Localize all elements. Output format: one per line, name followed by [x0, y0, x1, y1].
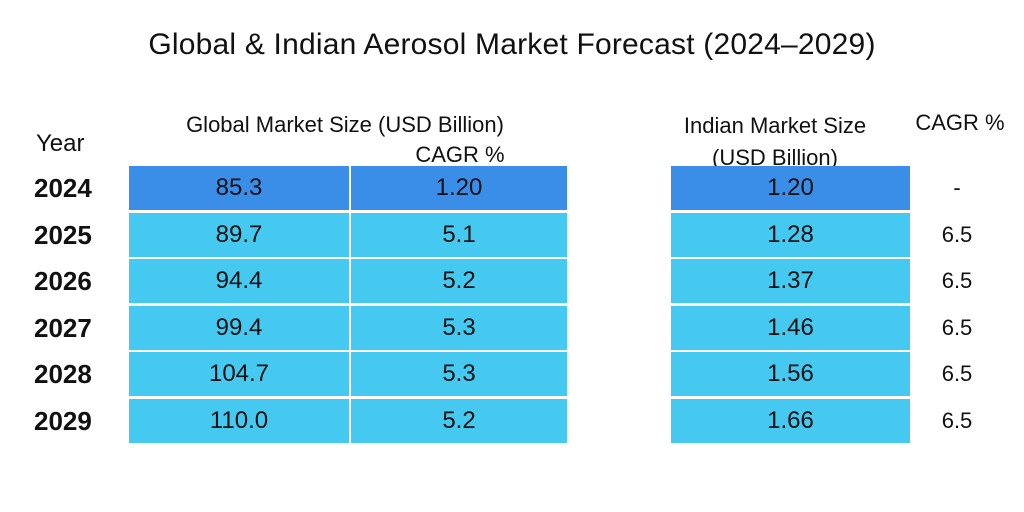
year-label: 2027 — [34, 313, 92, 343]
indian-size-cell: 1.37 — [671, 259, 910, 303]
global-cagr-cell: 5.1 — [351, 213, 567, 257]
indian-size-header-line1: Indian Market Size — [683, 113, 867, 138]
year-column-header: Year — [36, 130, 85, 157]
year-label: 2029 — [34, 406, 92, 436]
global-size-cell: 104.7 — [129, 352, 349, 396]
global-cagr-cell: 5.2 — [351, 399, 567, 443]
indian-cagr-cell: 6.5 — [941, 222, 973, 247]
indian-cagr-cell: 6.5 — [941, 408, 973, 433]
global-size-cell: 85.3 — [129, 166, 349, 210]
indian-size-column-header: Indian Market Size (USD Billion) — [645, 110, 905, 174]
indian-cagr-cell: 6.5 — [941, 268, 973, 293]
year-label: 2028 — [34, 359, 92, 389]
global-cagr-cell: 5.3 — [351, 306, 567, 350]
indian-cagr-cell: 6.5 — [941, 361, 973, 386]
indian-size-cell: 1.66 — [671, 399, 910, 443]
global-size-column-header: Global Market Size (USD Billion) — [186, 112, 504, 137]
indian-size-cell: 1.28 — [671, 213, 910, 257]
indian-cagr-column-header: CAGR % — [915, 110, 1005, 135]
indian-cagr-cell: 6.5 — [941, 315, 973, 340]
indian-cagr-cell: - — [953, 175, 961, 200]
global-cagr-cell: 1.20 — [351, 166, 567, 210]
chart-title: Global & Indian Aerosol Market Forecast … — [148, 28, 876, 61]
year-label: 2025 — [34, 220, 92, 250]
global-size-cell: 110.0 — [129, 399, 349, 443]
global-size-cell: 99.4 — [129, 306, 349, 350]
global-size-cell: 89.7 — [129, 213, 349, 257]
year-label: 2026 — [34, 266, 92, 296]
global-size-cell: 94.4 — [129, 259, 349, 303]
indian-size-header-line2: (USD Billion) — [712, 145, 838, 170]
global-cagr-cell: 5.3 — [351, 352, 567, 396]
indian-size-cell: 1.56 — [671, 352, 910, 396]
global-cagr-column-header: CAGR % — [415, 142, 505, 167]
year-label: 2024 — [34, 173, 92, 203]
indian-size-cell: 1.20 — [671, 166, 910, 210]
indian-size-cell: 1.46 — [671, 306, 910, 350]
global-cagr-cell: 5.2 — [351, 259, 567, 303]
